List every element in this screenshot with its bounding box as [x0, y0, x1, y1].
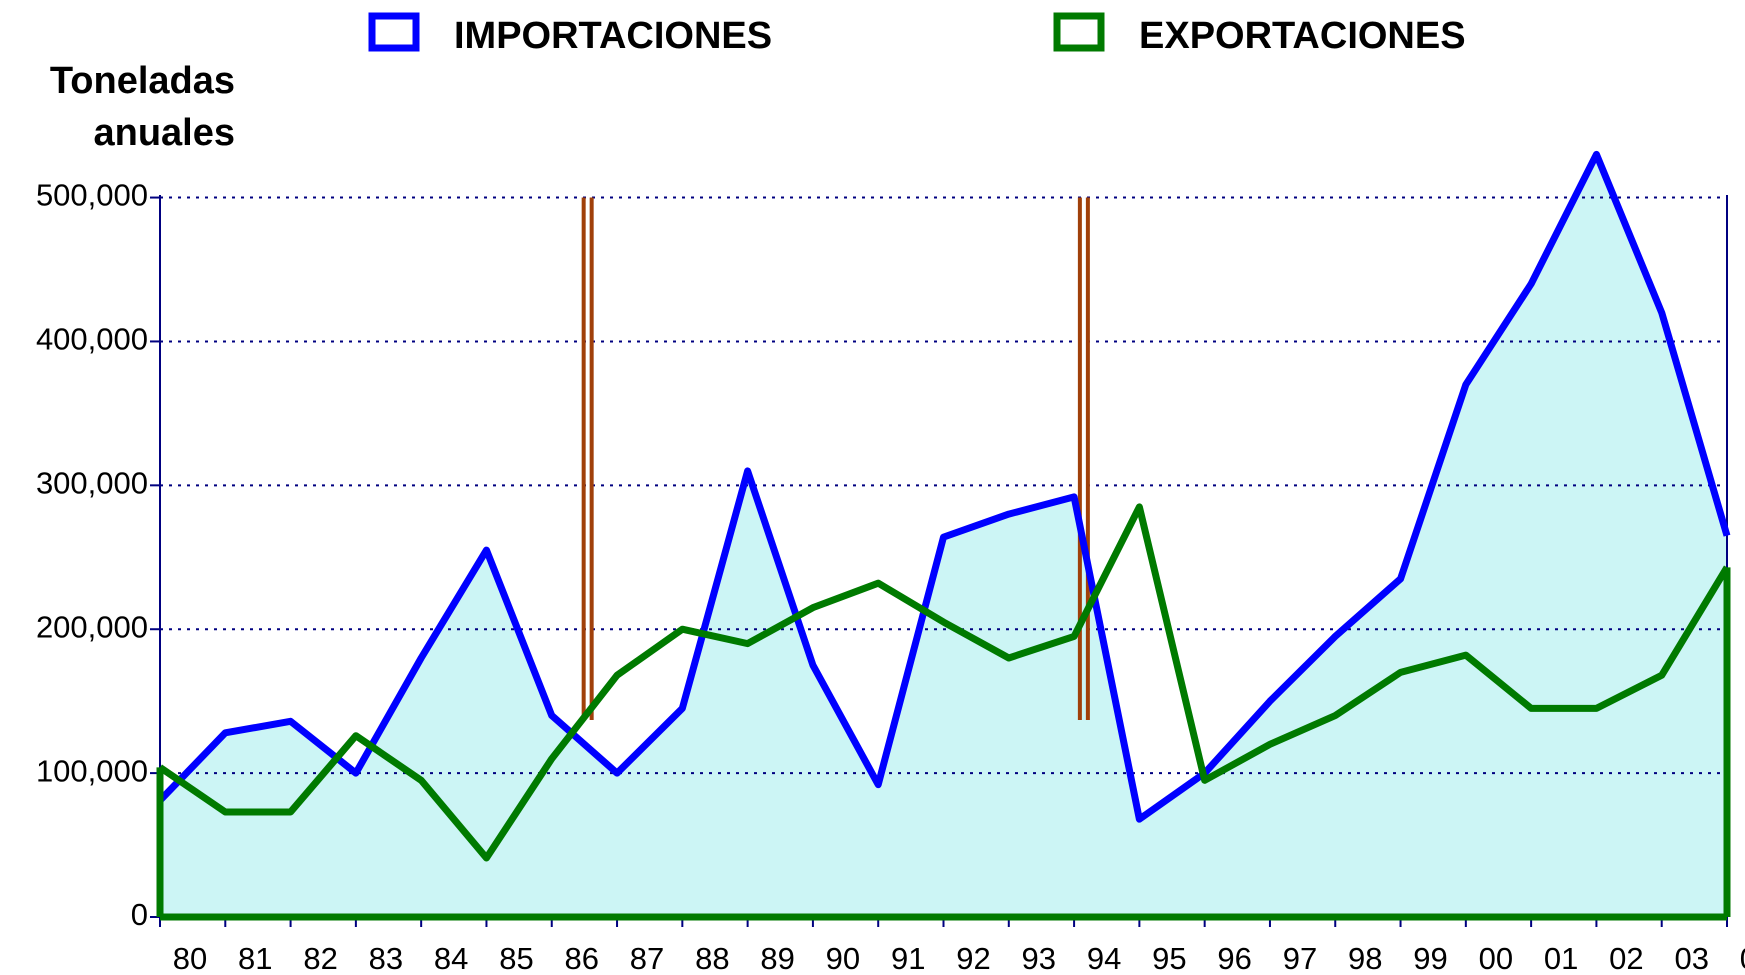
x-tick-label: 01 [1544, 941, 1578, 975]
y-tick-label: 300,000 [36, 466, 148, 501]
y-tick-label: 400,000 [36, 322, 148, 357]
x-tick-label: 96 [1217, 941, 1251, 975]
x-tick-label: 02 [1609, 941, 1643, 975]
x-tick-label: 98 [1348, 941, 1382, 975]
x-tick-label: 92 [956, 941, 990, 975]
x-tick-label: 85 [499, 941, 533, 975]
y-axis-title: Toneladas anuales [49, 60, 235, 154]
x-tick-label: 03 [1674, 941, 1708, 975]
x-tick-label: 91 [891, 941, 925, 975]
x-tick-label: 81 [238, 941, 272, 975]
x-tick-label: 84 [434, 941, 468, 975]
legend-swatch [1053, 12, 1105, 52]
x-tick-label: 86 [565, 941, 599, 975]
x-tick-label: 82 [303, 941, 337, 975]
x-tick-label: 97 [1283, 941, 1317, 975]
x-tick-label: 88 [695, 941, 729, 975]
legend-label: EXPORTACIONES [1139, 15, 1466, 57]
x-tick-label: 00 [1479, 941, 1513, 975]
x-tick-label: 99 [1413, 941, 1447, 975]
x-tick-label: 94 [1087, 941, 1121, 975]
x-tick-label: 95 [1152, 941, 1186, 975]
x-tick-label: 04 [1740, 941, 1745, 975]
y-tick-label: 100,000 [36, 753, 148, 788]
x-tick-label: 87 [630, 941, 664, 975]
x-tick-label: 83 [369, 941, 403, 975]
legend-label: IMPORTACIONES [454, 15, 772, 57]
y-tick-label: 0 [131, 897, 148, 932]
legend-swatch [368, 12, 420, 52]
series-line [158, 503, 1730, 862]
series-line [157, 150, 1731, 823]
y-tick-label: 200,000 [36, 609, 148, 644]
y-tick-label: 500,000 [36, 178, 148, 213]
x-tick-label: 93 [1022, 941, 1056, 975]
x-tick-label: 89 [760, 941, 794, 975]
x-tick-label: 90 [826, 941, 860, 975]
x-tick-label: 80 [173, 941, 207, 975]
area [160, 154, 1727, 917]
